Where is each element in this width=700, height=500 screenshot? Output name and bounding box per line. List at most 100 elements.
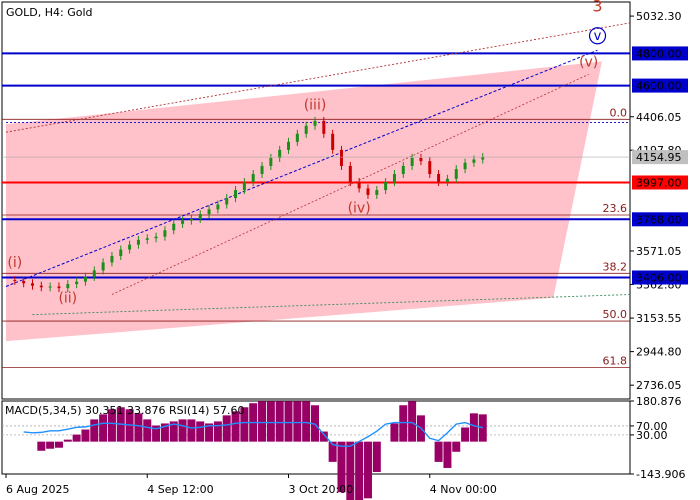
- candle-body: [287, 141, 291, 150]
- macd-histogram-bar: [160, 423, 169, 442]
- candle-body: [48, 286, 52, 288]
- macd-histogram-bar: [337, 441, 346, 493]
- macd-histogram-bar: [178, 419, 187, 442]
- level-price-tag: [632, 175, 688, 190]
- price-tick-label: 2944.80: [636, 346, 682, 359]
- candle-body: [110, 255, 114, 263]
- candle-body: [419, 157, 423, 162]
- candle-body: [463, 162, 467, 170]
- candle-body: [198, 214, 202, 219]
- macd-histogram-bar: [222, 415, 231, 442]
- level-price-tag: [632, 46, 688, 61]
- wave-v-circle: [588, 27, 607, 45]
- candle-body: [13, 280, 17, 282]
- macd-histogram-bar: [408, 401, 417, 442]
- macd-histogram-bar: [205, 423, 214, 442]
- macd-histogram-bar: [399, 405, 408, 442]
- macd-histogram-bar: [293, 401, 302, 442]
- macd-histogram-bar: [107, 409, 116, 442]
- candle-body: [92, 270, 96, 277]
- candle-body: [39, 285, 43, 288]
- candle-body: [401, 165, 405, 174]
- macd-histogram-bar: [196, 421, 205, 442]
- level-price-tag: [632, 270, 688, 285]
- macd-histogram-bar: [284, 401, 293, 442]
- current-price-tag: [632, 150, 688, 165]
- level-lines-layer: 0.0 23.6 38.2 50.0 61.8: [2, 22, 631, 369]
- candle-body: [410, 157, 414, 166]
- time-tick-label: 4 Sep 12:00: [147, 483, 213, 496]
- macd-histogram-bar: [461, 427, 470, 442]
- main-panel-frame: [1, 1, 631, 400]
- candle-body: [304, 125, 308, 134]
- price-tick-label: 5032.30: [636, 10, 682, 23]
- candle-body: [481, 157, 485, 160]
- candle-body: [83, 276, 87, 282]
- macd-histogram-bar: [302, 401, 311, 442]
- candle-body: [251, 173, 255, 183]
- candle-body: [57, 286, 61, 289]
- macd-histogram-bar: [46, 441, 55, 449]
- level-price-text: 3997.00: [636, 176, 682, 189]
- candle-body: [278, 149, 282, 158]
- macd-histogram-bar: [434, 441, 443, 462]
- current-price-text: 4154.95: [636, 151, 682, 164]
- candle-body: [313, 120, 317, 126]
- level-price-text: 4800.00: [636, 47, 682, 60]
- level-price-tag: [632, 78, 688, 93]
- indicator-tick-label: -143.906: [636, 468, 685, 481]
- candle-body: [163, 230, 167, 237]
- macd-histogram-bar: [363, 441, 372, 499]
- wave-label: (ii): [58, 291, 77, 307]
- macd-histogram-bar: [469, 413, 478, 442]
- candle-body: [392, 173, 396, 183]
- macd-histogram-bar: [231, 411, 240, 442]
- price-tick-label: 3153.55: [636, 312, 682, 325]
- fib-level-label: 0.0: [610, 106, 628, 119]
- macd-histogram-bar: [319, 431, 328, 442]
- time-tick-label: 3 Oct 20:00: [289, 483, 354, 496]
- candle-body: [384, 182, 388, 191]
- projection-channel: [6, 61, 602, 342]
- candle-body: [119, 249, 123, 256]
- level-price-text: 3768.00: [636, 213, 682, 226]
- macd-histogram-bar: [355, 441, 364, 500]
- wave-label: v: [594, 29, 602, 44]
- level-price-text: 4600.00: [636, 80, 682, 93]
- macd-histogram-bar: [213, 421, 222, 442]
- candle-body: [437, 173, 441, 183]
- candle-body: [357, 182, 361, 189]
- macd-histogram-bar: [37, 441, 46, 451]
- level-price-text: 3406.00: [636, 271, 682, 284]
- wave-label: (v): [579, 54, 598, 70]
- indicator-tick-label: 70.00: [636, 420, 668, 433]
- fib-level-label: 50.0: [603, 308, 628, 321]
- fib-level-label: 61.8: [603, 355, 628, 368]
- macd-histogram-bar: [99, 414, 108, 442]
- price-tick-label: 2736.05: [636, 379, 682, 392]
- time-tick-label: 6 Aug 2025: [6, 483, 69, 496]
- candle-body: [145, 238, 149, 240]
- macd-histogram-bar: [275, 401, 284, 442]
- macd-histogram-bar: [390, 423, 399, 442]
- candle-body: [128, 244, 132, 250]
- wave-label: (iv): [348, 201, 371, 217]
- candle-body: [375, 190, 379, 195]
- macd-histogram-bar: [90, 419, 99, 442]
- candle-body: [366, 188, 370, 195]
- macd-histogram-bar: [81, 429, 90, 442]
- wave-label: 3: [592, 0, 602, 16]
- macd-histogram-bar: [328, 441, 337, 462]
- indicator-tick-label: 180.876: [636, 395, 682, 408]
- candle-body: [66, 284, 70, 289]
- wave-label: (iii): [304, 98, 327, 114]
- candle-body: [295, 133, 299, 142]
- chart-title: GOLD, H4: Gold: [6, 6, 93, 19]
- indicator-panel-frame: [1, 400, 631, 475]
- price-tick-label: 3571.05: [636, 245, 682, 258]
- candle-body: [181, 220, 185, 224]
- price-axis-layer: 5032.304406.054197.803571.053362.803153.…: [2, 10, 688, 392]
- candle-body: [472, 159, 476, 163]
